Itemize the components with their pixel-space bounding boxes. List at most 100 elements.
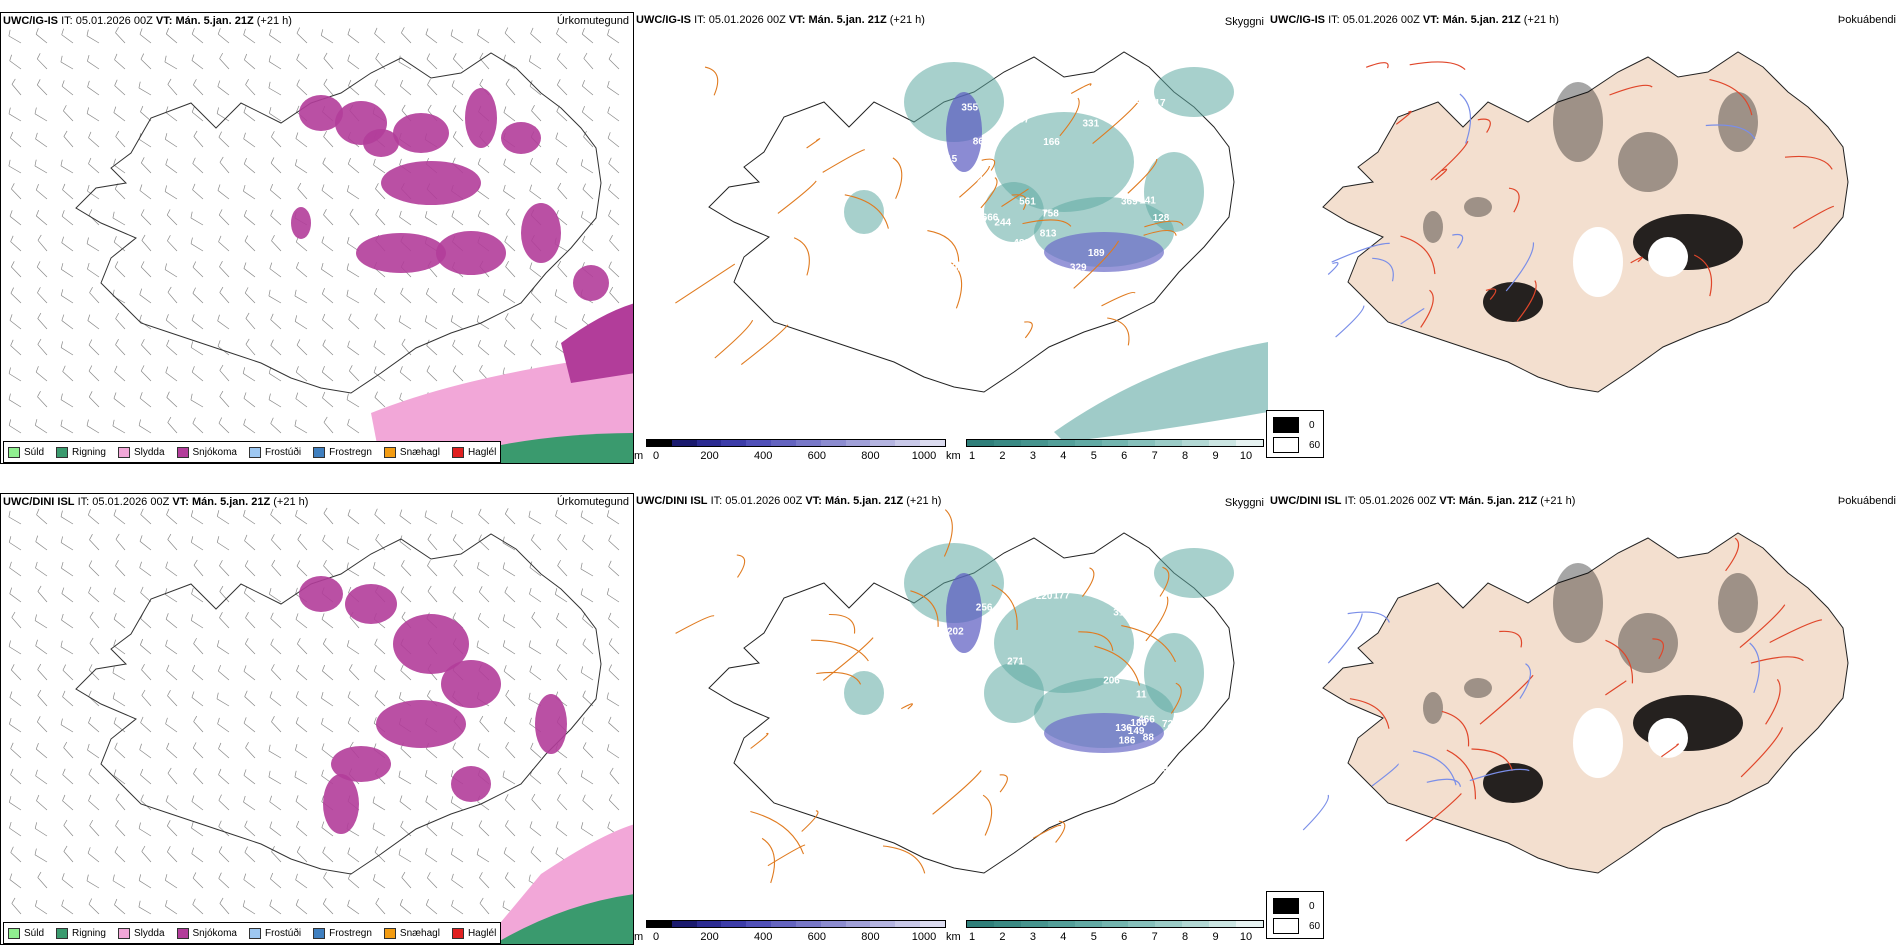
fog-legend-row: 0	[1273, 898, 1315, 914]
swatch-haglel	[451, 446, 464, 458]
it-label: IT:	[710, 495, 723, 507]
legend-label: Snæhagl	[399, 927, 440, 939]
fog-swatch-dark	[1273, 417, 1299, 433]
cloud-base-label: 449	[1114, 587, 1131, 598]
cloud-base-strip	[646, 439, 946, 447]
swatch-slydda	[117, 927, 130, 939]
vt-value: Mán. 5.jan. 21Z	[1442, 14, 1521, 26]
legend-item: Slydda	[117, 927, 165, 939]
vt-label: VT:	[805, 495, 822, 507]
cloud-base-label: 189	[1088, 248, 1105, 259]
legend-label: Rigning	[72, 446, 106, 458]
panel-header: UWC/DINI ISL IT: 05.01.2026 00Z VT: Mán.…	[3, 496, 308, 508]
fog-label: 0	[1309, 419, 1315, 431]
lead-time: (+21 h)	[906, 495, 942, 507]
cloud-base-tick: 1000	[911, 450, 937, 462]
legend-label: Snæhagl	[399, 446, 440, 458]
cloud-base-colorbar: m 0 200 400 600 800 1000	[634, 437, 946, 464]
vt-value: Mán. 5.jan. 21Z	[808, 14, 887, 26]
road-network	[675, 509, 1182, 884]
fog-indicator-panel-row1: UWC/IG-IS IT: 05.01.2026 00Z VT: Mán. 5.…	[1268, 12, 1900, 464]
panel-header: UWC/IG-IS IT: 05.01.2026 00Z VT: Mán. 5.…	[3, 15, 292, 27]
cloud-base-visibility-panel-row2: 206 382 124 140 88 202 186 446 318 278 186 271 723 44…	[634, 493, 1268, 945]
visibility-tick: 2	[999, 450, 1006, 462]
panel-header: UWC/IG-IS IT: 05.01.2026 00Z VT: Mán. 5.…	[636, 14, 925, 26]
visibility-strip	[966, 920, 1264, 928]
vt-label: VT:	[788, 14, 806, 26]
fog-label: 0	[1309, 900, 1315, 912]
legend-label: Frostúði	[264, 446, 302, 458]
legend-label: Rigning	[72, 927, 106, 939]
legend-label: Frostregn	[329, 446, 372, 458]
legend-item: Frostúði	[248, 927, 301, 939]
cloud-base-tick: 800	[861, 931, 880, 943]
cloud-base-label: 186	[1130, 718, 1147, 729]
sleet-rain-areas	[371, 303, 633, 463]
precip-legend: Súld Rigning Slydda Snjókoma Frostúði Fr…	[3, 441, 502, 463]
cloud-base-label: 287	[942, 181, 959, 192]
model-name: UWC/DINI ISL	[636, 495, 708, 507]
visibility-colorbar: km 1 2 3 4 5 6 7 8 9 10	[946, 918, 1266, 945]
swatch-snaehagl	[383, 446, 396, 458]
visibility-tick: 9	[1212, 450, 1219, 462]
cloud-base-tick: 800	[861, 450, 880, 462]
legend-item: Haglél	[451, 927, 496, 939]
legend-item: Snæhagl	[383, 927, 440, 939]
cloud-base-label: 369	[1121, 196, 1138, 207]
visibility-tick: 10	[1239, 450, 1253, 462]
visibility-tick: 6	[1121, 931, 1128, 943]
cloud-base-label: 166	[1043, 137, 1060, 148]
visibility-tick: 3	[1029, 931, 1036, 943]
cloud-base-tick: 600	[807, 931, 826, 943]
legend-item: Súld	[8, 446, 44, 458]
legend-item: Haglél	[451, 446, 496, 458]
model-name: UWC/IG-IS	[636, 14, 691, 26]
cloud-base-label: 244	[994, 218, 1011, 229]
cloud-base-tick: 0	[652, 931, 660, 943]
vt-label: VT:	[155, 15, 173, 27]
fog-patches	[1423, 563, 1758, 803]
swatch-frostudi	[248, 446, 261, 458]
panel-title: Skyggni	[1224, 497, 1264, 509]
lead-time: (+21 h)	[1523, 14, 1559, 26]
fog-swatch-dark	[1273, 898, 1299, 914]
vt-value: Mán. 5.jan. 21Z	[824, 495, 904, 507]
it-label: IT:	[694, 14, 706, 26]
cloud-base-strip	[646, 920, 946, 928]
visibility-tick: 7	[1151, 931, 1158, 943]
cloud-base-visibility-panel-row1: 622 737 128 355 369 192 225 287 329 166 331 17 758 86…	[634, 12, 1268, 464]
cloud-base-label: 331	[1083, 118, 1100, 129]
swatch-frostregn	[313, 446, 326, 458]
visibility-tick: 9	[1212, 931, 1219, 943]
cloud-base-label: 622	[970, 217, 987, 228]
swatch-sudd	[8, 446, 20, 458]
cloud-base-labels: 206 382 124 140 88 202 186 446 318 278 186 271 723 44…	[927, 587, 1180, 775]
cloud-base-label: 202	[947, 627, 964, 638]
lead-time: (+21 h)	[273, 496, 309, 508]
visibility-tick: 1	[968, 450, 976, 462]
model-name: UWC/DINI ISL	[3, 496, 75, 508]
swatch-sudd	[8, 927, 20, 939]
cloud-base-label: 256	[976, 602, 993, 613]
swatch-haglel	[451, 927, 464, 939]
legend-item: Snæhagl	[383, 446, 440, 458]
cloud-base-label: 140	[1133, 610, 1150, 621]
cloud-base-tick: 200	[700, 931, 719, 943]
visibility-unit: km	[946, 931, 961, 943]
cloud-base-tick: 200	[700, 450, 719, 462]
fog-legend-row1: 0 60	[1266, 410, 1324, 458]
precip-legend: Súld Rigning Slydda Snjókoma Frostúði Fr…	[3, 922, 502, 944]
precip-map-row1	[8, 27, 633, 463]
snowfall-areas	[299, 576, 567, 834]
cloud-base-label: 27	[940, 185, 952, 196]
cloud-base-label: 149	[1128, 726, 1145, 737]
cloud-base-label: 737	[1013, 115, 1030, 126]
legend-item: Frostregn	[313, 927, 372, 939]
road-network	[675, 66, 1184, 366]
cloud-base-label: 132	[1120, 123, 1137, 134]
panel-title: Þokuábendi	[1837, 14, 1896, 26]
visibility-colorbar: km 1 2 3 4 5 6 7 8 9 10	[946, 437, 1266, 464]
it-label: IT:	[1344, 495, 1357, 507]
cloud-base-label: 124	[951, 737, 968, 748]
iceland-outline	[75, 533, 602, 875]
